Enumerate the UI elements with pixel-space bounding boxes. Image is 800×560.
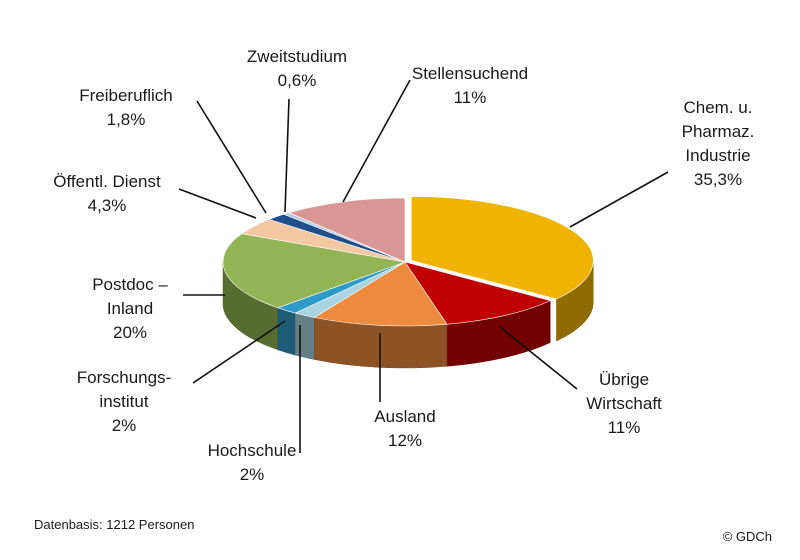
slice-value-label: 2% [112, 416, 137, 435]
slice-category-label: Ausland [374, 407, 435, 426]
slice-label: Stellensuchend 11% [412, 64, 528, 107]
leader-line [192, 320, 286, 384]
pie-slice [222, 233, 407, 309]
slice-value-label: 0,6% [278, 71, 317, 90]
slice-label: Zweitstudium 0,6% [247, 47, 347, 90]
slice-value-label: 4,3% [88, 196, 127, 215]
slice-label: Postdoc – Inland 20% [92, 275, 168, 342]
slice-value-label: 1,8% [107, 110, 146, 129]
slice-category-label: Zweitstudium [247, 47, 347, 66]
slice-label: Freiberuflich 1,8% [79, 86, 173, 129]
leader-line [178, 188, 257, 219]
slice-category-label: Öffentl. Dienst [53, 172, 161, 191]
slice-value-label: 12% [388, 431, 422, 450]
pie-tops [222, 196, 594, 327]
slice-labels: Chem. u. Pharmaz. Industrie 35,3% Übrige Wirt… [53, 47, 754, 484]
data-source-note: Datenbasis: 1212 Personen [34, 517, 194, 532]
slice-label: Chem. u. Pharmaz. Industrie 35,3% [682, 98, 755, 189]
pie-slice [313, 261, 448, 327]
leader-lines [178, 79, 669, 453]
slice-category-label: Stellensuchend [412, 64, 528, 83]
slice-category-label: Freiberuflich [79, 86, 173, 105]
slice-label: Öffentl. Dienst 4,3% [53, 172, 161, 215]
slice-category-label: Forschungs- [77, 368, 171, 387]
slice-label: Hochschule 2% [208, 441, 297, 484]
leader-line [196, 100, 267, 214]
slice-category-label: Industrie [685, 146, 750, 165]
leader-line [342, 79, 411, 203]
slice-value-label: 11% [454, 88, 487, 107]
slice-value-label: 35,3% [694, 170, 742, 189]
leader-line [284, 98, 290, 213]
slice-category-label: Hochschule [208, 441, 297, 460]
slice-category-label: Postdoc – [92, 275, 168, 294]
slice-value-label: 20% [113, 323, 147, 342]
pie-slice [404, 261, 552, 325]
slice-label: Ausland 12% [374, 407, 435, 450]
slice-label: Forschungs-institut 2% [77, 368, 171, 435]
leader-line [569, 171, 669, 228]
slice-category-label: Pharmaz. [682, 122, 755, 141]
leader-line [499, 326, 578, 390]
copyright-note: © GDCh [723, 529, 772, 544]
slice-label: Übrige Wirtschaft 11% [586, 370, 662, 437]
slice-category-label: Wirtschaft [586, 394, 662, 413]
slice-category-label: Übrige [599, 370, 649, 389]
pie-slice-side [277, 307, 296, 356]
slice-category-label: Inland [107, 299, 153, 318]
slice-category-label: Chem. u. [684, 98, 753, 117]
slice-value-label: 2% [240, 465, 265, 484]
slice-value-label: 11% [608, 418, 641, 437]
pie-slice-side [295, 312, 315, 360]
slice-category-label: institut [99, 392, 148, 411]
pie-slice [410, 196, 594, 300]
